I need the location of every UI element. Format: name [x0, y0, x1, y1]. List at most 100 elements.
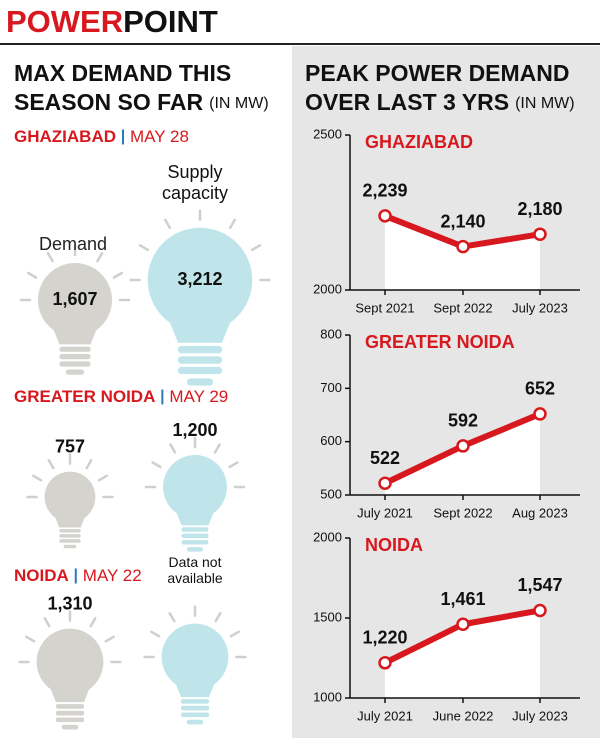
bulb-ray: [32, 474, 43, 482]
y-tick-label: 500: [320, 486, 342, 501]
value-label: 2,239: [362, 181, 407, 201]
bulb-base-ring: [180, 712, 210, 718]
bulb: [161, 623, 229, 691]
bulb-base-ring: [55, 704, 85, 709]
bulb: [36, 628, 104, 696]
value-label: 2,180: [517, 199, 562, 219]
group-header: NOIDA MAY 22: [14, 566, 142, 585]
bulb-ray: [228, 218, 236, 230]
left-title-text: SEASON SO FAR: [14, 89, 204, 115]
bulb-base-ring: [181, 527, 209, 532]
y-tick-label: 1000: [313, 689, 342, 704]
bulb-base-ring: [59, 354, 91, 360]
x-tick-label: Sept 2021: [355, 300, 414, 315]
value-label: 1,200: [172, 420, 217, 440]
right-title-line2: OVER LAST 3 YRS (IN MW): [305, 89, 575, 115]
bulb-ray: [138, 244, 150, 252]
point: [456, 439, 470, 453]
point: [456, 617, 470, 631]
legend-label: Demand: [39, 234, 107, 254]
bulb-base-ring: [178, 345, 222, 354]
point: [533, 407, 547, 421]
bulb-base-cap: [61, 724, 79, 730]
group-header: GHAZIABAD MAY 28: [14, 127, 189, 146]
point: [378, 656, 392, 670]
bulb-ray: [112, 271, 124, 279]
bulb-base-cap: [63, 544, 77, 549]
group-date: MAY 28: [130, 127, 189, 146]
bulb-ray: [97, 474, 108, 482]
bulb-base-ring: [59, 539, 81, 543]
chart-title: GHAZIABAD: [365, 132, 473, 152]
right-panel-bg: [292, 46, 600, 738]
bulb-ray: [229, 630, 240, 638]
bulb-ray: [250, 244, 262, 252]
value-label: 757: [55, 436, 85, 456]
x-tick-label: July 2021: [357, 505, 413, 520]
y-tick-label: 2000: [313, 281, 342, 296]
bulb-ray: [89, 617, 97, 628]
bulb-ray: [214, 612, 222, 623]
y-tick-label: 800: [320, 326, 342, 341]
point: [378, 209, 392, 223]
bulb-ray: [46, 251, 54, 263]
point: [533, 227, 547, 241]
group-name: NOIDA: [14, 566, 69, 585]
chart-title: NOIDA: [365, 535, 423, 555]
point: [456, 239, 470, 254]
value-label-box: Data not available: [167, 553, 223, 587]
y-tick-label: 1500: [313, 609, 342, 624]
bulb-base-ring: [55, 710, 85, 716]
value-label: 1,310: [47, 593, 92, 613]
bulb-ray: [25, 635, 36, 643]
x-tick-label: June 2022: [433, 708, 494, 723]
group-name: GHAZIABAD: [14, 127, 116, 146]
value-label: 1,607: [52, 289, 97, 309]
bulb: [147, 227, 253, 333]
bulb-base-ring: [59, 528, 81, 533]
header-title: POWERPOINT: [6, 4, 218, 39]
bulb: [163, 455, 227, 519]
x-tick-label: Sept 2022: [433, 300, 492, 315]
group-header: GREATER NOIDA MAY 29: [14, 387, 228, 406]
left-title-line2: SEASON SO FAR (IN MW): [14, 89, 269, 115]
bulb-base-cap: [187, 547, 203, 552]
value-label: 3,212: [177, 269, 222, 289]
value-label: 1,220: [362, 628, 407, 648]
group-date: MAY 29: [169, 387, 228, 406]
value-label: 592: [448, 411, 478, 431]
value-label: 1,461: [440, 589, 485, 609]
bulb-ray: [150, 630, 161, 638]
bulb-ray: [228, 461, 239, 469]
line-area: [385, 610, 540, 698]
y-tick-label: 600: [320, 433, 342, 448]
value-label: Data not available: [167, 553, 223, 587]
bulb-ray: [26, 271, 38, 279]
legend-label: Supply capacity: [161, 161, 229, 204]
chart-title: GREATER NOIDA: [365, 332, 515, 352]
bulb-base-cap: [186, 378, 214, 386]
right-title-line1: PEAK POWER DEMAND: [305, 60, 570, 86]
bulb-base-cap: [65, 369, 85, 375]
right-title-text: OVER LAST 3 YRS: [305, 89, 509, 115]
bulb-base-ring: [181, 540, 209, 545]
bulb-ray: [168, 612, 176, 623]
y-tick-label: 2000: [313, 529, 342, 544]
bulb-ray: [43, 617, 51, 628]
bulb-ray: [85, 459, 93, 470]
value-label: 2,140: [440, 211, 485, 231]
line-area: [385, 413, 540, 495]
bulb: [44, 471, 96, 523]
bulb-ray: [164, 218, 172, 230]
bulb-ray: [151, 461, 162, 469]
bulb-ray: [104, 635, 115, 643]
bulb-base-ring: [180, 699, 210, 704]
bulb-base-ring: [178, 366, 222, 375]
bulb: [38, 263, 112, 337]
bulb-base-ring: [59, 534, 81, 538]
bulb-base-ring: [181, 533, 209, 539]
header-part2: POINT: [123, 4, 218, 39]
left-title-unit: (IN MW): [209, 95, 269, 112]
